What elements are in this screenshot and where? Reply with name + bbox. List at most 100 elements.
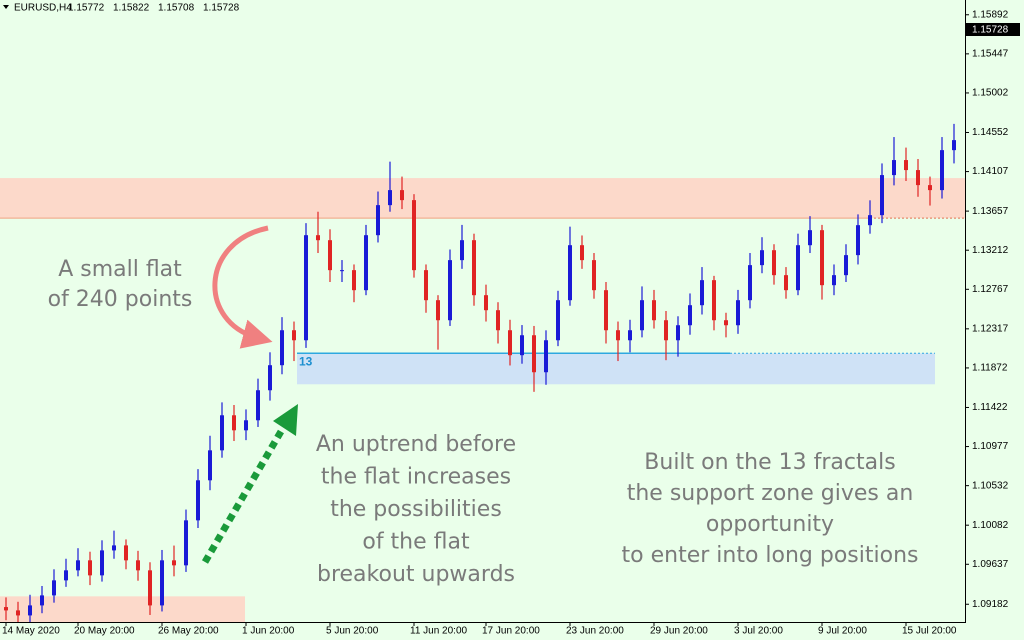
x-tick-label: 15 Jul 20:00 (902, 626, 957, 637)
zones: 13 (0, 178, 965, 622)
x-tick-label: 14 May 2020 (2, 626, 60, 637)
candle-body (928, 185, 932, 191)
candle-body (508, 330, 512, 356)
candle-body (832, 275, 836, 286)
x-tick-label: 11 Jun 20:00 (410, 626, 468, 637)
annotation-line: to enter into long positions (622, 543, 919, 568)
header-icon (3, 5, 9, 9)
candle-body (64, 570, 68, 581)
candle-body (340, 270, 344, 272)
candle-body (664, 320, 668, 341)
open: 1.15772 (68, 3, 105, 14)
candle-body (628, 330, 632, 341)
y-tick-label: 1.10082 (972, 520, 1009, 531)
candle-body (436, 300, 440, 321)
annotation-line: Built on the 13 fractals (644, 450, 895, 475)
candle-body (424, 270, 428, 301)
candle-body (232, 415, 236, 431)
candle-body (736, 300, 740, 326)
x-tick-label: 29 Jun 20:00 (650, 626, 708, 637)
candle-body (484, 295, 488, 311)
x-tick-label: 20 May 20:00 (74, 626, 135, 637)
candle-body (592, 260, 596, 291)
candle-body (112, 545, 116, 551)
annotation-line: of the flat (362, 530, 470, 555)
candle-body (472, 240, 476, 296)
y-tick-label: 1.10977 (972, 441, 1009, 452)
y-tick-label: 1.14107 (972, 166, 1009, 177)
y-tick-label: 1.15892 (972, 9, 1009, 20)
candle-body (376, 205, 380, 236)
candle-body (532, 335, 536, 373)
y-tick-label: 1.15002 (972, 88, 1009, 99)
y-tick-label: 1.13212 (972, 245, 1009, 256)
candle-body (40, 595, 44, 606)
candle-body (28, 605, 32, 616)
zone (0, 596, 245, 622)
y-tick-label: 1.12767 (972, 284, 1009, 295)
annotation-line: of 240 points (48, 287, 193, 312)
candle-body (616, 330, 620, 341)
dotted-arrowhead (273, 404, 298, 436)
y-tick-label: 1.14552 (972, 127, 1009, 138)
dotted-arrow (201, 426, 287, 564)
last-price-box (966, 23, 1020, 36)
candle-body (760, 250, 764, 266)
zone-label: 13 (299, 354, 313, 368)
candle-body (184, 520, 188, 566)
zone (0, 178, 965, 219)
high: 1.15822 (113, 3, 150, 14)
annotation-line: the support zone gives an (627, 481, 914, 506)
y-tick-label: 1.10532 (972, 480, 1009, 491)
candle-body (856, 225, 860, 256)
candle-body (388, 190, 392, 206)
candle-body (556, 300, 560, 341)
candle-body (316, 235, 320, 241)
symbol: EURUSD,H4 (14, 3, 72, 14)
candle-body (796, 245, 800, 291)
candle-body (520, 335, 524, 356)
candle-body (844, 255, 848, 276)
annotation-line: A small flat (58, 257, 182, 282)
candle-body (76, 560, 80, 571)
candle-body (892, 160, 896, 176)
candle-body (244, 420, 248, 431)
x-tick-label: 9 Jul 20:00 (818, 626, 867, 637)
candle-body (100, 550, 104, 576)
candle-body (820, 230, 824, 286)
zone (297, 353, 935, 385)
candle-body (364, 235, 368, 291)
candle-body (172, 560, 176, 566)
price-axis-bg (966, 0, 1024, 640)
candle-body (712, 280, 716, 321)
candle-body (604, 290, 608, 331)
candle-body (208, 450, 212, 481)
candle-body (448, 260, 452, 321)
candle-body (400, 190, 404, 201)
candle-body (124, 545, 128, 561)
candles (4, 123, 956, 624)
candle-body (16, 610, 20, 616)
candle-body (952, 140, 956, 151)
candle-body (352, 270, 356, 291)
candle-body (328, 240, 332, 271)
candle-body (412, 200, 416, 271)
annotation-line: the flat increases (321, 465, 511, 490)
annotations: A small flat of 240 points An uptrend befo… (48, 257, 919, 587)
candle-body (136, 560, 140, 571)
y-tick-label: 1.15447 (972, 48, 1009, 59)
x-tick-label: 5 Jun 20:00 (326, 626, 379, 637)
candle-body (724, 320, 728, 326)
last-price: 1.15728 (972, 25, 1009, 36)
candle-body (292, 330, 296, 341)
candle-body (4, 607, 8, 611)
y-tick-label: 1.12317 (972, 323, 1009, 334)
candle-body (868, 215, 872, 226)
candle-body (784, 275, 788, 291)
annotation-line: An uptrend before (316, 432, 516, 457)
candle-body (700, 280, 704, 306)
candle-body (916, 170, 920, 186)
candle-body (688, 305, 692, 326)
